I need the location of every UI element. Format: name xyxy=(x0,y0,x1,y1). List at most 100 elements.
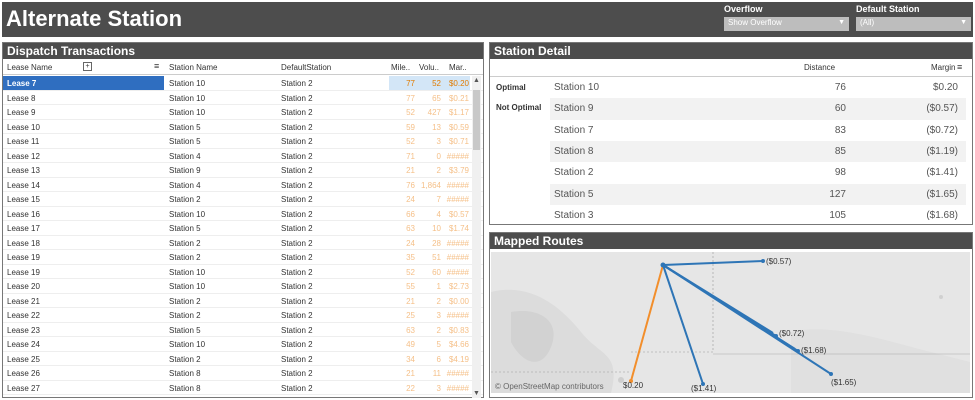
cell-lease-name[interactable]: Lease 21 xyxy=(7,296,40,306)
cell-station-name: Station 2 xyxy=(169,296,201,306)
table-row[interactable]: Lease 11 Station 5 Station 2 52 3 $0.71 xyxy=(3,134,483,149)
table-row[interactable]: Lease 9 Station 10 Station 2 52 427 $1.17 xyxy=(3,105,483,120)
sort-icon[interactable]: ≡ xyxy=(957,62,963,72)
cell-lease-name[interactable]: Lease 23 xyxy=(7,325,40,335)
column-header-default-station[interactable]: DefaultStation xyxy=(281,63,332,72)
table-row[interactable]: Lease 20 Station 10 Station 2 55 1 $2.73 xyxy=(3,279,483,294)
table-row[interactable]: Lease 25 Station 2 Station 2 34 6 $4.19 xyxy=(3,352,483,366)
cell-default-station: Station 2 xyxy=(281,282,313,291)
cell-lease-name[interactable]: Lease 19 xyxy=(7,253,40,262)
column-header-margin-detail[interactable]: Margin xyxy=(931,63,956,72)
cell-lease-name[interactable]: Lease 8 xyxy=(7,93,36,103)
table-row[interactable]: Lease 26 Station 8 Station 2 21 11 ##### xyxy=(3,366,483,381)
cell-station-name: Station 10 xyxy=(169,209,206,219)
cell-lease-name[interactable]: Lease 19 xyxy=(7,267,40,277)
cell-lease-name[interactable]: Lease 20 xyxy=(7,282,40,291)
dropdown-caret-icon: ▼ xyxy=(838,19,845,26)
cell-lease-name[interactable]: Lease 26 xyxy=(7,369,40,378)
column-header-margin[interactable]: Mar.. xyxy=(449,63,467,72)
cell-default-station: Station 2 xyxy=(281,238,313,248)
cell-margin: $1.74 xyxy=(448,224,469,233)
default-station-select[interactable]: (All) ▼ xyxy=(856,17,971,31)
detail-station-name: Station 3 xyxy=(554,209,594,221)
station-detail-row[interactable]: Station 5 127 ($1.65) xyxy=(550,183,966,205)
detail-margin: ($0.72) xyxy=(926,124,958,136)
cell-lease-name[interactable]: Lease 24 xyxy=(7,340,40,349)
column-header-station[interactable]: Station Name xyxy=(169,63,218,72)
group-not-optimal: Not Optimal xyxy=(496,103,542,112)
cell-default-station: Station 2 xyxy=(281,369,313,378)
cell-margin: $0.57 xyxy=(448,209,469,219)
table-row[interactable]: Lease 21 Station 2 Station 2 21 2 $0.00 xyxy=(3,294,483,308)
table-row[interactable]: Lease 13 Station 9 Station 2 21 2 $3.79 xyxy=(3,163,483,178)
cell-lease-name[interactable]: Lease 7 xyxy=(7,79,37,88)
overflow-select[interactable]: Show Overflow ▼ xyxy=(724,17,849,31)
station-detail-row[interactable]: Station 2 98 ($1.41) xyxy=(550,162,966,184)
table-row[interactable]: Lease 17 Station 5 Station 2 63 10 $1.74 xyxy=(3,221,483,236)
station-detail-row[interactable]: Station 3 105 ($1.68) xyxy=(550,205,966,227)
table-row[interactable]: Lease 16 Station 10 Station 2 66 4 $0.57 xyxy=(3,207,483,221)
table-row[interactable]: Lease 18 Station 2 Station 2 24 28 ##### xyxy=(3,236,483,250)
scroll-thumb[interactable] xyxy=(473,90,480,150)
column-header-miles[interactable]: Mile.. xyxy=(391,63,411,72)
cell-default-station: Station 2 xyxy=(281,137,313,146)
cell-station-name: Station 5 xyxy=(169,137,201,146)
cell-lease-name[interactable]: Lease 16 xyxy=(7,209,40,219)
station-detail-row[interactable]: Station 10 76 $0.20 xyxy=(550,77,966,99)
cell-lease-name[interactable]: Lease 15 xyxy=(7,195,40,204)
cell-miles: 76 xyxy=(406,180,415,190)
cell-default-station: Station 2 xyxy=(281,79,313,88)
cell-lease-name[interactable]: Lease 12 xyxy=(7,151,40,161)
station-detail-row[interactable]: Station 8 85 ($1.19) xyxy=(550,140,966,163)
column-header-volume[interactable]: Volu.. xyxy=(419,63,440,72)
route-margin-label: ($1.68) xyxy=(801,346,827,355)
cell-volume: 2 xyxy=(436,296,441,306)
add-column-icon[interactable]: + xyxy=(83,62,92,71)
cell-lease-name[interactable]: Lease 13 xyxy=(7,166,40,175)
default-station-filter-label: Default Station xyxy=(856,4,920,14)
cell-lease-name[interactable]: Lease 17 xyxy=(7,224,40,233)
cell-lease-name[interactable]: Lease 9 xyxy=(7,108,36,117)
cell-lease-name[interactable]: Lease 27 xyxy=(7,383,40,393)
cell-default-station: Station 2 xyxy=(281,93,313,103)
cell-volume: 3 xyxy=(436,137,441,146)
cell-miles: 52 xyxy=(406,108,415,117)
detail-distance: 98 xyxy=(834,167,846,179)
table-row[interactable]: Lease 19 Station 10 Station 2 52 60 ##### xyxy=(3,265,483,279)
table-row[interactable]: Lease 15 Station 2 Station 2 24 7 ##### xyxy=(3,192,483,207)
cell-station-name: Station 4 xyxy=(169,151,201,161)
cell-lease-name[interactable]: Lease 14 xyxy=(7,180,40,190)
cell-lease-name[interactable]: Lease 22 xyxy=(7,311,40,320)
detail-station-name: Station 2 xyxy=(554,167,594,179)
station-detail-row[interactable]: Station 9 60 ($0.57) xyxy=(550,98,966,120)
dispatch-table-header: Lease Name + ≡ Station Name DefaultStati… xyxy=(3,61,483,75)
cell-default-station: Station 2 xyxy=(281,122,313,132)
mapped-routes-panel: Mapped Routes ($0.57) ($0.72) ($1.68) ($1.6… xyxy=(489,232,973,398)
table-row[interactable]: Lease 22 Station 2 Station 2 25 3 ##### xyxy=(3,308,483,323)
route-map[interactable]: ($0.57) ($0.72) ($1.68) ($1.65) $0.20 ($1.41)… xyxy=(491,252,970,393)
detail-margin: ($0.57) xyxy=(926,103,958,115)
cell-margin: $0.20 xyxy=(448,79,469,88)
column-header-distance[interactable]: Distance xyxy=(804,63,836,72)
table-scrollbar[interactable]: ▲ ▼ xyxy=(472,76,481,398)
table-row[interactable]: Lease 14 Station 4 Station 2 76 1,864 ##### xyxy=(3,178,483,192)
table-row[interactable]: Lease 10 Station 5 Station 2 59 13 $0.59 xyxy=(3,120,483,134)
table-row[interactable]: Lease 12 Station 4 Station 2 71 0 ##### xyxy=(3,149,483,163)
cell-margin: ##### xyxy=(446,383,469,393)
scroll-up-icon[interactable]: ▲ xyxy=(473,77,480,84)
table-row[interactable]: Lease 7 Station 10 Station 2 77 52 $0.20 xyxy=(3,76,483,91)
cell-station-name: Station 8 xyxy=(169,383,201,393)
cell-lease-name[interactable]: Lease 10 xyxy=(7,122,40,132)
cell-lease-name[interactable]: Lease 11 xyxy=(7,137,40,146)
table-row[interactable]: Lease 19 Station 2 Station 2 35 51 ##### xyxy=(3,250,483,265)
table-row[interactable]: Lease 24 Station 10 Station 2 49 5 $4.66 xyxy=(3,337,483,352)
scroll-down-icon[interactable]: ▼ xyxy=(473,390,480,397)
table-row[interactable]: Lease 8 Station 10 Station 2 77 65 $0.21 xyxy=(3,91,483,105)
sort-icon[interactable]: ≡ xyxy=(154,61,160,71)
table-row[interactable]: Lease 27 Station 8 Station 2 22 3 ##### xyxy=(3,381,483,395)
column-header-lease[interactable]: Lease Name xyxy=(7,63,53,72)
cell-lease-name[interactable]: Lease 18 xyxy=(7,238,40,248)
cell-lease-name[interactable]: Lease 25 xyxy=(7,354,40,364)
table-row[interactable]: Lease 23 Station 5 Station 2 63 2 $0.83 xyxy=(3,323,483,337)
station-detail-row[interactable]: Station 7 83 ($0.72) xyxy=(550,120,966,142)
